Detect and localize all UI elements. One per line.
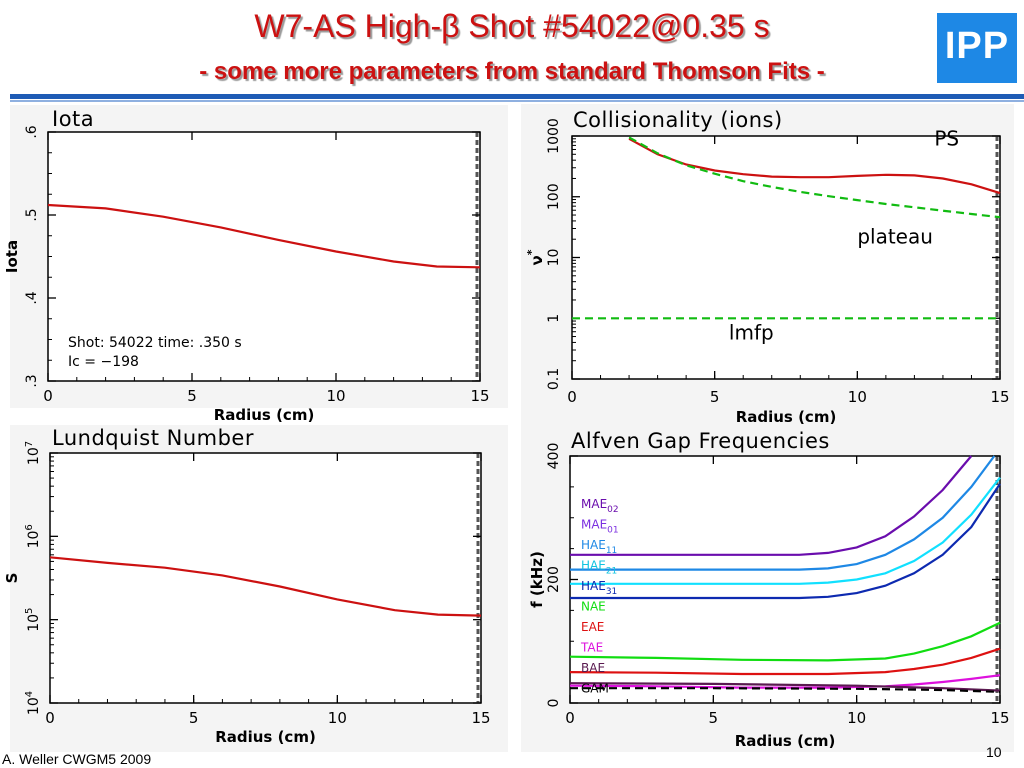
series-line-3 xyxy=(570,483,1001,600)
slide-subtitle: - some more parameters from standard Tho… xyxy=(199,58,825,85)
legend-entry: TAE xyxy=(580,641,603,655)
y-tick-label: 105 xyxy=(24,608,42,632)
y-tick-label: 1 xyxy=(546,314,562,323)
series-line-5 xyxy=(569,647,1001,676)
x-tick-label: 10 xyxy=(847,709,866,727)
x-axis-label: Radius (cm) xyxy=(735,732,836,750)
x-tick-label: 15 xyxy=(990,388,1009,406)
y-tick-label: 10 xyxy=(546,249,562,267)
y-tick-label: .6 xyxy=(24,125,40,138)
annotation-text: lmfp xyxy=(729,320,774,344)
chart-title: Iota xyxy=(52,107,94,131)
y-tick-label: .4 xyxy=(24,291,40,304)
x-tick-label: 5 xyxy=(710,388,720,406)
legend-entry: HAE21 xyxy=(581,559,617,577)
chart-title: Collisionality (ions) xyxy=(573,108,783,132)
chart-title: Alfven Gap Frequencies xyxy=(571,429,830,453)
annotation-text: PS xyxy=(934,126,959,150)
y-tick-label: 0 xyxy=(546,699,562,708)
legend-entry: HAE11 xyxy=(581,538,617,556)
legend-entry: MAE02 xyxy=(581,497,619,515)
ipp-logo: IPP xyxy=(937,13,1017,83)
logo-text: IPP xyxy=(944,25,1010,67)
y-tick-label: 1000 xyxy=(546,118,562,154)
x-tick-label: 0 xyxy=(43,387,53,405)
y-axis-label: Iota xyxy=(3,240,21,273)
series-line-1 xyxy=(628,136,1001,219)
chart-panel-3: Alfven Gap Frequencies 0 5 10 15 Radius (cm) 0… xyxy=(521,429,1014,752)
x-tick-label: 10 xyxy=(848,388,867,406)
annotation-text: Shot: 54022 time: .350 s xyxy=(68,335,242,351)
plot-area xyxy=(49,452,482,704)
x-tick-label: 15 xyxy=(470,387,489,405)
legend-entry: HAE31 xyxy=(581,579,617,597)
y-axis-label: S xyxy=(3,573,21,584)
x-axis-label: Radius (cm) xyxy=(215,728,316,746)
x-tick-label: 0 xyxy=(567,388,577,406)
series-line-7 xyxy=(569,682,1001,692)
y-tick-label: .5 xyxy=(24,208,40,221)
y-tick-label: .3 xyxy=(24,374,40,387)
chart-panel-2: Lundquist Number 0 5 10 15 Radius (cm) 104 105 1… xyxy=(3,425,508,752)
chart-panel-1: Collisionality (ions) 0 5 10 15 Radius (cm) 0.… xyxy=(521,104,1014,430)
annotation-text: plateau xyxy=(857,225,933,249)
annotation-text: Ic = −198 xyxy=(68,354,139,370)
x-tick-label: 15 xyxy=(990,709,1009,727)
x-tick-label: 10 xyxy=(328,709,347,727)
plot-area xyxy=(47,131,481,382)
x-axis-label: Radius (cm) xyxy=(214,406,315,424)
x-tick-label: 5 xyxy=(709,709,719,727)
x-axis-label: Radius (cm) xyxy=(736,408,837,426)
chart-title: Lundquist Number xyxy=(52,426,254,450)
y-tick-label: 200 xyxy=(546,566,562,593)
x-tick-label: 0 xyxy=(565,709,575,727)
x-tick-label: 5 xyxy=(187,387,197,405)
series-line-4 xyxy=(569,621,1001,662)
y-tick-label: 106 xyxy=(24,524,42,548)
x-tick-label: 0 xyxy=(45,709,55,727)
y-tick-label: 0.1 xyxy=(546,368,562,390)
series-line-8 xyxy=(570,687,1001,693)
y-axis-label: ν* xyxy=(525,249,546,265)
y-tick-label: 107 xyxy=(24,441,42,465)
series-line-2 xyxy=(570,476,1001,585)
x-tick-label: 15 xyxy=(471,709,490,727)
slide-title: W7-AS High-β Shot #54022@0.35 s xyxy=(254,8,770,44)
header-divider xyxy=(10,94,1024,99)
x-tick-label: 10 xyxy=(326,387,345,405)
y-tick-label: 104 xyxy=(24,691,42,715)
legend-entry: EAE xyxy=(581,620,604,634)
series-line-0 xyxy=(628,137,1001,195)
legend-entry: GAM xyxy=(581,682,609,696)
legend-entry: BAE xyxy=(581,661,605,675)
page-number: 10 xyxy=(986,744,1002,760)
chart-panel-0: Iota 0 5 10 15 Radius (cm) .3 .4 .5 .6 Iota Shot: 5… xyxy=(3,105,508,424)
series-line-1 xyxy=(570,455,996,571)
series-line-0 xyxy=(49,556,482,617)
series-line-0 xyxy=(570,455,973,556)
x-tick-label: 5 xyxy=(189,709,199,727)
plot-area xyxy=(571,135,1001,380)
legend-entry: MAE01 xyxy=(581,518,619,536)
y-axis-label: f (kHz) xyxy=(528,551,546,608)
footer-author: A. Weller CWGM5 2009 xyxy=(2,751,152,767)
y-tick-label: 100 xyxy=(546,183,562,210)
y-tick-label: 400 xyxy=(546,443,562,470)
series-line-0 xyxy=(47,203,481,269)
header-divider-light xyxy=(10,100,1024,102)
legend-entry: NAE xyxy=(581,600,606,614)
